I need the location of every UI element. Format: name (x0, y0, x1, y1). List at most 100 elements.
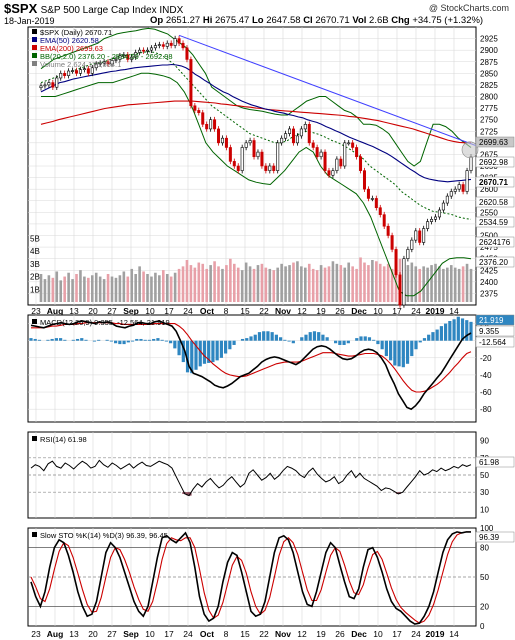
candle-body (209, 119, 213, 130)
candle-body (410, 239, 414, 250)
volume-bar (292, 262, 295, 302)
legend-swatch (32, 532, 37, 537)
candle-body (422, 228, 426, 243)
x-tick-label-bottom: 24 (183, 629, 193, 639)
x-tick-label-top: 15 (240, 306, 250, 316)
price-y-tick: 2825 (480, 81, 498, 90)
macd-histogram-bar (75, 338, 80, 341)
candle-body (461, 184, 465, 192)
volume-bar (98, 276, 102, 302)
candle-body (118, 55, 122, 60)
price-value-tag: 2670.71 (479, 178, 508, 187)
volume-y-tick: 2B (30, 273, 40, 282)
macd-histogram-bar (274, 334, 278, 341)
volume-bar (67, 272, 70, 302)
price-value-tag-box (475, 216, 515, 228)
candle-body (102, 61, 106, 64)
candle-body (288, 128, 292, 134)
x-tick-label-top: 17 (392, 306, 402, 316)
volume-bar (323, 267, 327, 302)
candle-body (142, 49, 146, 52)
highlight-circle (461, 141, 479, 159)
macd-histogram-bar (126, 340, 130, 343)
volume-bar (311, 268, 315, 302)
x-tick-label-bottom: 20 (88, 629, 98, 639)
sto-value-tag-box (475, 531, 515, 543)
candle-body (291, 128, 295, 144)
volume-bar (55, 271, 59, 302)
legend-swatch (32, 53, 37, 58)
volume-bar (272, 270, 276, 302)
candle-body (63, 73, 67, 76)
volume-bar (434, 263, 437, 302)
candle-body (256, 151, 260, 158)
candle-body (169, 42, 173, 46)
candle-body (453, 188, 457, 192)
volume-bar (122, 271, 126, 302)
candle-body (165, 42, 169, 47)
x-tick-label-top: 19 (316, 306, 326, 316)
sto-y-tick: 100 (480, 524, 494, 533)
macd-histogram-bar (169, 340, 173, 344)
macd-histogram-bar (54, 338, 58, 341)
macd-y-tick: -80 (480, 405, 492, 414)
volume-bar (252, 268, 256, 302)
volume-bar (51, 277, 55, 302)
volume-y-tick: 1B (30, 285, 40, 294)
candle-body (122, 54, 126, 57)
legend-entry: Volume 2,624,176,384.1 (40, 60, 121, 69)
macd-histogram-bar (346, 340, 350, 344)
candle-body (398, 274, 402, 306)
candle-body (299, 128, 303, 137)
macd-histogram-bar (300, 337, 304, 341)
candle-body (331, 170, 335, 176)
volume-bar (39, 274, 43, 302)
candle-body (39, 85, 43, 88)
macd-histogram-bar (452, 319, 456, 341)
volume-bar (193, 267, 197, 302)
macd-histogram-bar (393, 340, 397, 366)
candle-body (224, 137, 228, 148)
volume-bar (233, 263, 236, 302)
candle-body (205, 124, 209, 130)
candle-body (217, 128, 221, 144)
high-value: 2675.47 (214, 15, 250, 26)
macd-histogram-bar (173, 340, 177, 349)
macd-histogram-bar (202, 340, 207, 364)
macd-histogram-bar (207, 340, 211, 363)
candle-body (280, 137, 284, 144)
candle-body (86, 68, 90, 74)
macd-histogram-bar (59, 338, 63, 341)
sto-d-line (30, 531, 471, 624)
macd-histogram-bar (405, 340, 410, 364)
macd-histogram-bar (456, 316, 460, 341)
volume-bar (390, 268, 394, 302)
volume-bar (264, 267, 268, 302)
volume-bar (126, 276, 130, 302)
legend-entry: $SPX (Daily) 2670.71 (40, 28, 112, 37)
rsi-value-tag-box (475, 456, 515, 468)
price-value-tag-box (475, 136, 515, 148)
volume-bar (256, 265, 260, 302)
candle-body (90, 67, 94, 74)
volume-bar (138, 266, 141, 302)
volume-bar (43, 279, 47, 302)
volume-bar (110, 276, 114, 302)
price-y-tick: 2375 (480, 289, 498, 298)
candle-body (189, 59, 193, 107)
candle-body (161, 44, 165, 47)
candle-body (378, 207, 382, 215)
price-value-tag-box (475, 176, 515, 188)
macd-histogram-bar (389, 340, 393, 361)
volume-bar (378, 263, 382, 302)
close-value: 2670.71 (315, 15, 350, 26)
price-y-tick: 2800 (480, 93, 498, 102)
candle-body (59, 73, 63, 79)
candle-body (248, 140, 252, 144)
macd-histogram-bar (224, 340, 228, 354)
volume-bar (296, 261, 299, 302)
macd-histogram-bar (266, 331, 270, 341)
candle-body (244, 142, 248, 148)
volume-bar (154, 272, 157, 302)
candle-body (362, 170, 366, 190)
